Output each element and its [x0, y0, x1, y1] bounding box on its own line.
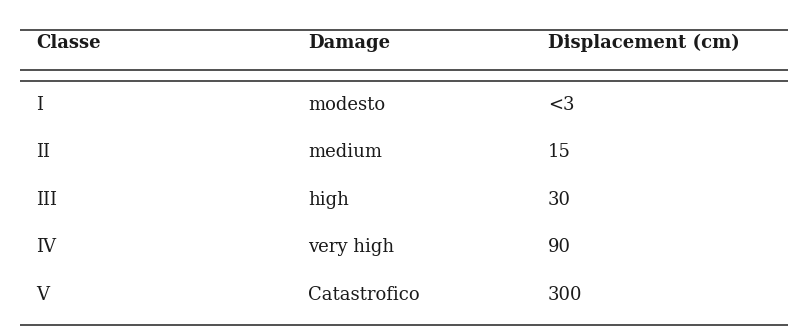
Text: high: high	[308, 191, 349, 209]
Text: very high: very high	[308, 239, 394, 256]
Text: Catastrofico: Catastrofico	[308, 286, 419, 304]
Text: 15: 15	[548, 143, 570, 161]
Text: IV: IV	[36, 239, 56, 256]
Text: 90: 90	[548, 239, 571, 256]
Text: Damage: Damage	[308, 34, 390, 52]
Text: II: II	[36, 143, 50, 161]
Text: 300: 300	[548, 286, 583, 304]
Text: medium: medium	[308, 143, 382, 161]
Text: 30: 30	[548, 191, 571, 209]
Text: <3: <3	[548, 96, 574, 114]
Text: Displacement (cm): Displacement (cm)	[548, 34, 739, 52]
Text: I: I	[36, 96, 43, 114]
Text: Classe: Classe	[36, 34, 101, 52]
Text: III: III	[36, 191, 57, 209]
Text: V: V	[36, 286, 49, 304]
Text: modesto: modesto	[308, 96, 385, 114]
